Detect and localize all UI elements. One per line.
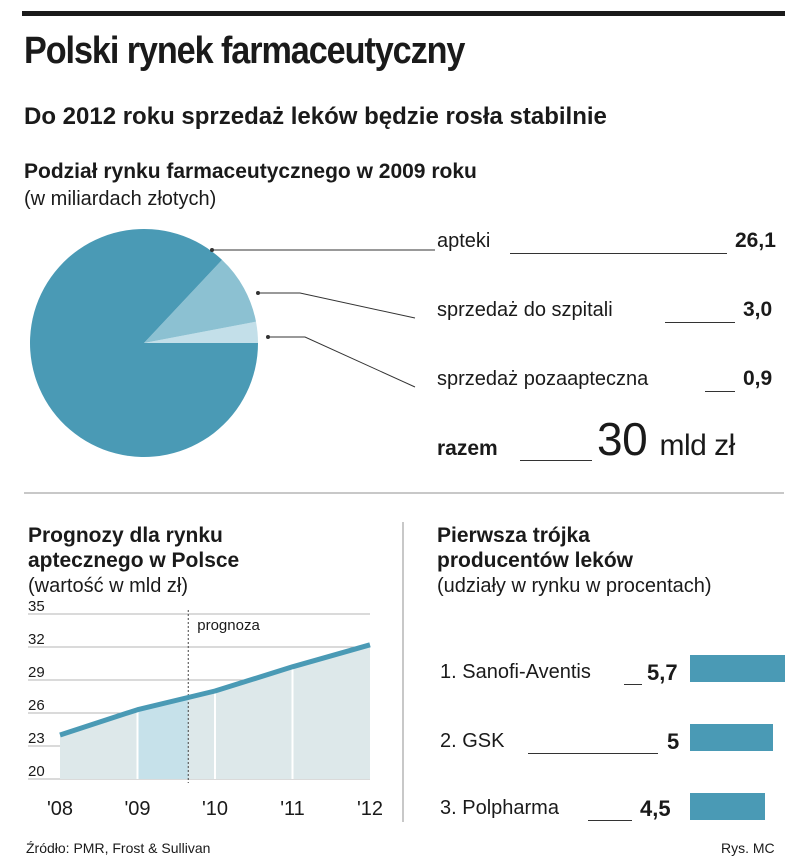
forecast-label: prognoza [197,617,260,634]
pie-leader-dot [256,291,260,295]
producer-label-gsk: 2. GSK [440,730,505,752]
producer-bar-sanofi [690,655,785,682]
y-tick-label: 35 [28,600,45,615]
pie-total-unit: mld zł [659,429,735,462]
pie-chart [30,229,435,458]
area-fill-highlight [137,697,189,779]
pie-leader-dot [266,335,270,339]
x-tick-label: '11 [280,798,305,820]
producer-bar-gsk [690,724,774,751]
producer-label-polpharma: 3. Polpharma [440,797,559,819]
pie-legend-value-apteki: 26,1 [735,229,776,252]
producers-title-line1: Pierwsza trójka [437,524,590,547]
producer-label-sanofi: 1. Sanofi-Aventis [440,661,591,683]
producers-title-line2: producentów leków [437,549,634,572]
pie-section-title: Podział rynku farmaceutycznego w 2009 ro… [24,160,477,183]
x-tick-label: '12 [357,798,383,820]
producer-leader-line [528,753,658,754]
pie-leader-dot [210,248,214,252]
legend-leader-line [520,460,592,461]
pie-legend-label-szpitale: sprzedaż do szpitali [437,299,613,321]
series-line [59,642,371,738]
legend-leader-line [510,253,727,254]
producer-value-sanofi: 5,7 [647,660,678,685]
producer-leader-line [588,820,632,821]
section-divider [24,492,784,494]
pie-slice-szpitale [144,259,256,343]
pie-total-value: 30 [597,413,648,465]
y-tick-label: 32 [28,631,45,648]
forecast-title-line2: aptecznego w Polsce [28,549,240,572]
pie-slice-pozaapteczna [144,321,258,343]
forecast-unit: (wartość w mld zł) [28,575,189,597]
legend-leader-line [705,391,735,392]
pie-slice-apteki [30,229,258,458]
legend-leader-line [665,322,735,323]
pie-leader-line [268,336,416,388]
column-divider [402,522,404,822]
producer-leader-line [624,684,642,685]
producers-unit: (udziały w rynku w procentach) [437,575,712,597]
pie-section-unit: (w miliardach złotych) [24,188,217,210]
page-subtitle: Do 2012 roku sprzedaż leków będzie rosła… [24,103,607,130]
forecast-title-line1: Prognozy dla rynku [28,524,223,547]
pie-legend-value-szpitale: 3,0 [743,298,773,321]
source-note: Źródło: PMR, Frost & Sullivan [26,840,211,856]
credit-note: Rys. MC [721,840,775,856]
y-tick-label: 20 [28,763,45,780]
pie-leader-line [258,292,416,319]
x-tick-label: '08 [47,798,73,820]
pie-legend-value-pozaapteczna: 0,9 [743,367,773,390]
producer-value-gsk: 5 [667,729,680,754]
producer-bar-polpharma [690,793,765,820]
y-tick-label: 26 [28,697,45,714]
pie-legend-label-pozaapteczna: sprzedaż pozaapteczna [437,368,649,390]
x-tick-label: '09 [124,798,150,820]
pie-total: 30 mld zł [597,412,735,466]
pie-total-label: razem [437,437,498,460]
x-tick-label: '10 [202,798,228,820]
forecast-area-chart: 35 32 29 26 23 20 prognoza '08 '09 '10 '11 '12 [28,600,383,820]
top-rule [22,11,785,16]
page-title: Polski rynek farmaceutyczny [24,30,465,72]
y-tick-label: 29 [28,664,45,681]
producer-value-polpharma: 4,5 [640,796,671,821]
y-tick-label: 23 [28,730,45,747]
pie-legend-label-apteki: apteki [437,230,491,252]
